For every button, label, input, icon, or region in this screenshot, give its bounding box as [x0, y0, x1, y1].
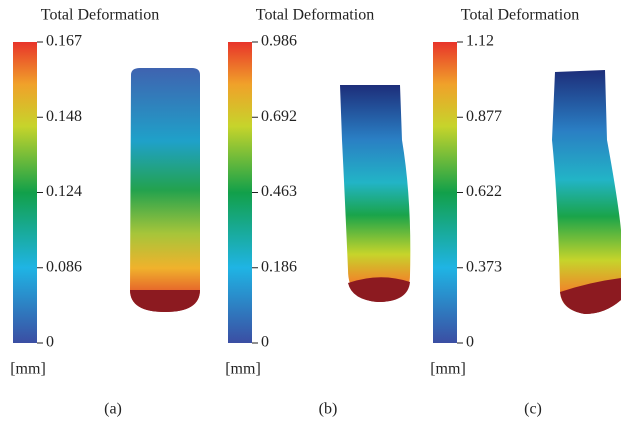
- tick-label: 0.986: [261, 33, 297, 50]
- tick-label: 0.167: [46, 33, 82, 50]
- tick-label: 0.124: [46, 183, 82, 200]
- shape-c: [552, 70, 621, 314]
- tick-label: 0.877: [466, 108, 502, 125]
- tick-label: 0.186: [261, 258, 297, 275]
- colorbar: [433, 42, 457, 343]
- tick-label: 0.373: [466, 258, 502, 275]
- tick-label: 0.463: [261, 183, 297, 200]
- panel-title: Total Deformation: [256, 7, 374, 24]
- tick-label: 0.086: [46, 258, 82, 275]
- panel-title: Total Deformation: [461, 7, 579, 24]
- unit-label: [mm]: [10, 361, 46, 378]
- tick-label: 0: [261, 334, 269, 351]
- tick-label: 0.148: [46, 108, 82, 125]
- tick-label: 0: [466, 334, 474, 351]
- tick-label: 0.622: [466, 183, 502, 200]
- tick-label: 0.692: [261, 108, 297, 125]
- caption: (a): [104, 401, 122, 418]
- tick-label: 1.12: [466, 33, 494, 50]
- panel-title: Total Deformation: [41, 7, 159, 24]
- unit-label: [mm]: [225, 361, 261, 378]
- figure: Total Deformation0.1670.1480.1240.0860[m…: [0, 0, 621, 423]
- shape-b: [340, 85, 410, 302]
- caption: (b): [319, 401, 338, 418]
- unit-label: [mm]: [430, 361, 466, 378]
- shape-a: [130, 68, 200, 312]
- tick-label: 0: [46, 334, 54, 351]
- colorbar: [228, 42, 252, 343]
- colorbar: [13, 42, 37, 343]
- caption: (c): [524, 401, 542, 418]
